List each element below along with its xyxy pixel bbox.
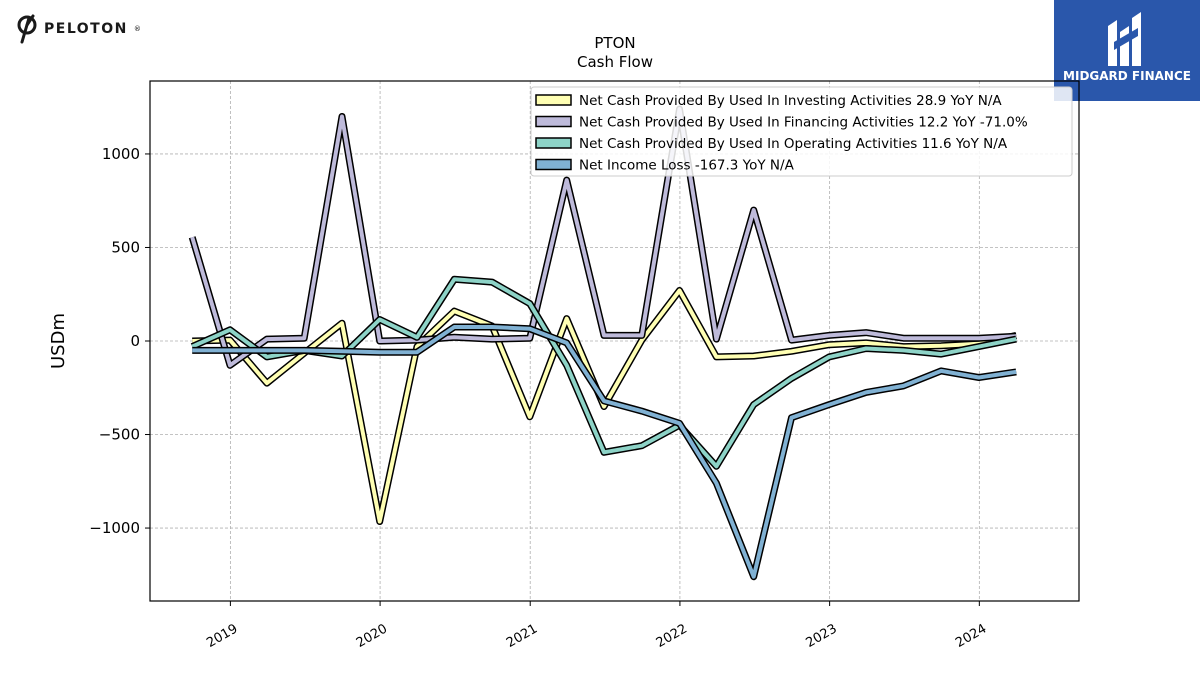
legend-swatch-3 xyxy=(535,158,572,171)
series-line-2 xyxy=(191,277,1017,469)
series-line-3 xyxy=(192,325,1017,579)
series-1 xyxy=(188,105,1017,369)
y-tick-label--1000: −1000 xyxy=(89,519,140,537)
legend-swatch-2 xyxy=(535,137,572,149)
series-0 xyxy=(192,287,1017,525)
series-2 xyxy=(190,275,1017,470)
peloton-wordmark: PELOTON xyxy=(44,21,128,37)
chart-title: PTON xyxy=(594,34,635,52)
x-tick-label-2023: 2023 xyxy=(803,621,839,651)
series-line-0 xyxy=(192,288,1017,524)
registered-mark: ® xyxy=(133,25,141,33)
series-line-1 xyxy=(190,107,1017,368)
x-tick-label-2021: 2021 xyxy=(504,621,540,651)
series-lines xyxy=(188,105,1017,581)
chart-subtitle: Cash Flow xyxy=(577,53,653,71)
peloton-p-icon xyxy=(17,14,37,44)
y-tick-label--500: −500 xyxy=(99,426,140,444)
legend-swatch-1 xyxy=(535,115,572,128)
peloton-logo: PELOTON ® xyxy=(14,14,141,44)
legend-label-0: Net Cash Provided By Used In Investing A… xyxy=(579,93,1002,109)
series-outline-2 xyxy=(190,275,1017,470)
midgard-wordmark: MIDGARD FINANCE xyxy=(1063,69,1191,83)
x-tick-label-2020: 2020 xyxy=(354,621,390,651)
x-tick-label-2019: 2019 xyxy=(204,621,240,651)
legend-label-2: Net Cash Provided By Used In Operating A… xyxy=(579,136,1008,152)
x-tick-label-2022: 2022 xyxy=(654,621,690,651)
y-tick-label-1000: 1000 xyxy=(102,145,140,163)
y-tick-label-0: 0 xyxy=(130,332,140,350)
legend-label-1: Net Cash Provided By Used In Financing A… xyxy=(579,115,1028,131)
midgard-m-icon xyxy=(1108,12,1141,66)
legend-box xyxy=(530,86,1073,177)
x-tick-label-2024: 2024 xyxy=(953,621,989,651)
legend-label-3: Net Income Loss -167.3 YoY N/A xyxy=(579,158,795,174)
axis-ticks: 2019 2020 2021 2022 2023 2024 −1000 −500 0 500 100… xyxy=(89,145,989,651)
y-tick-label-500: 500 xyxy=(111,238,140,256)
legend: Net Cash Provided By Used In Investing A… xyxy=(530,86,1073,177)
legend-swatch-0 xyxy=(535,94,572,106)
series-3 xyxy=(192,323,1017,581)
y-axis-label: USDm xyxy=(48,313,69,369)
midgard-finance-logo: MIDGARD FINANCE xyxy=(1054,0,1200,101)
